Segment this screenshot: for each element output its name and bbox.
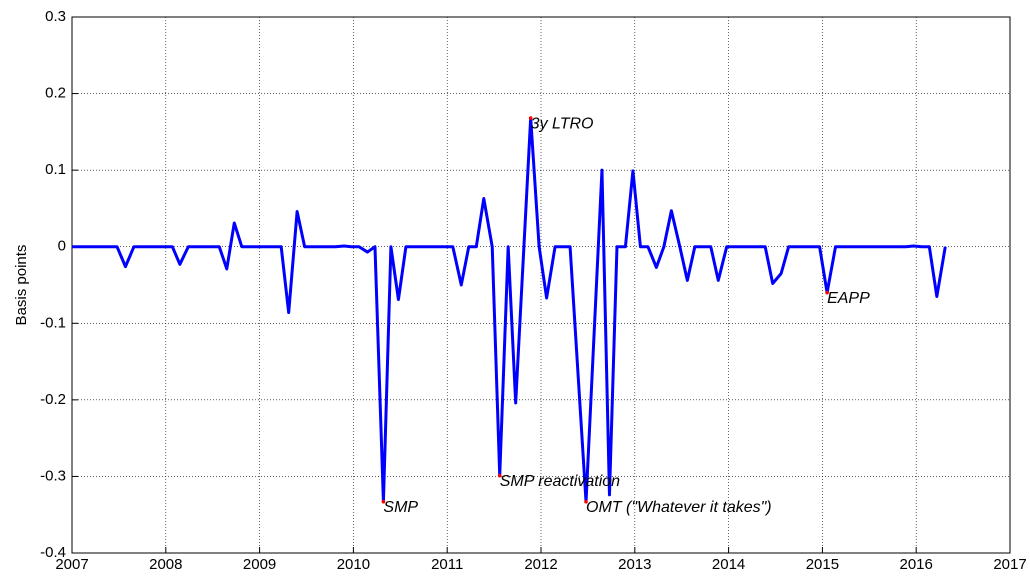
y-tick-label: 0 [58, 238, 66, 255]
axes-box [71, 16, 1011, 554]
x-tick-label: 2008 [149, 556, 182, 573]
annotation: 3y LTRO [531, 115, 594, 132]
y-tick-label: 0.1 [45, 161, 66, 178]
y-tick-label: -0.3 [40, 467, 66, 484]
y-tick-label: -0.1 [40, 314, 66, 331]
x-tick-label: 2013 [618, 556, 651, 573]
annotation-point [528, 116, 533, 120]
x-tick-label: 2012 [524, 556, 557, 573]
y-tick-label: 0.2 [45, 85, 66, 102]
y-tick-label: -0.4 [40, 544, 66, 561]
annotation-point [381, 499, 386, 504]
x-tick-label: 2016 [900, 556, 933, 573]
x-tick-label: 2014 [712, 556, 745, 573]
annotation-point [825, 290, 829, 295]
annotation: EAPP [827, 290, 870, 307]
annotation: SMP reactivation [500, 473, 620, 490]
y-tick-label: 0.3 [45, 8, 66, 25]
x-tick-label: 2015 [806, 556, 839, 573]
x-tick-label: 2007 [55, 556, 88, 573]
y-tick-label: -0.2 [40, 391, 66, 408]
x-tick-label: 2009 [243, 556, 276, 573]
x-tick-label: 2017 [993, 556, 1026, 573]
x-tick-label: 2010 [337, 556, 370, 573]
y-axis-label: Basis points [13, 245, 30, 326]
annotation: SMP [383, 499, 418, 516]
x-tick-label: 2011 [431, 556, 463, 573]
annotation: OMT ("Whatever it takes") [586, 499, 772, 516]
annotation-point [584, 499, 588, 504]
annotation-point [497, 473, 502, 478]
